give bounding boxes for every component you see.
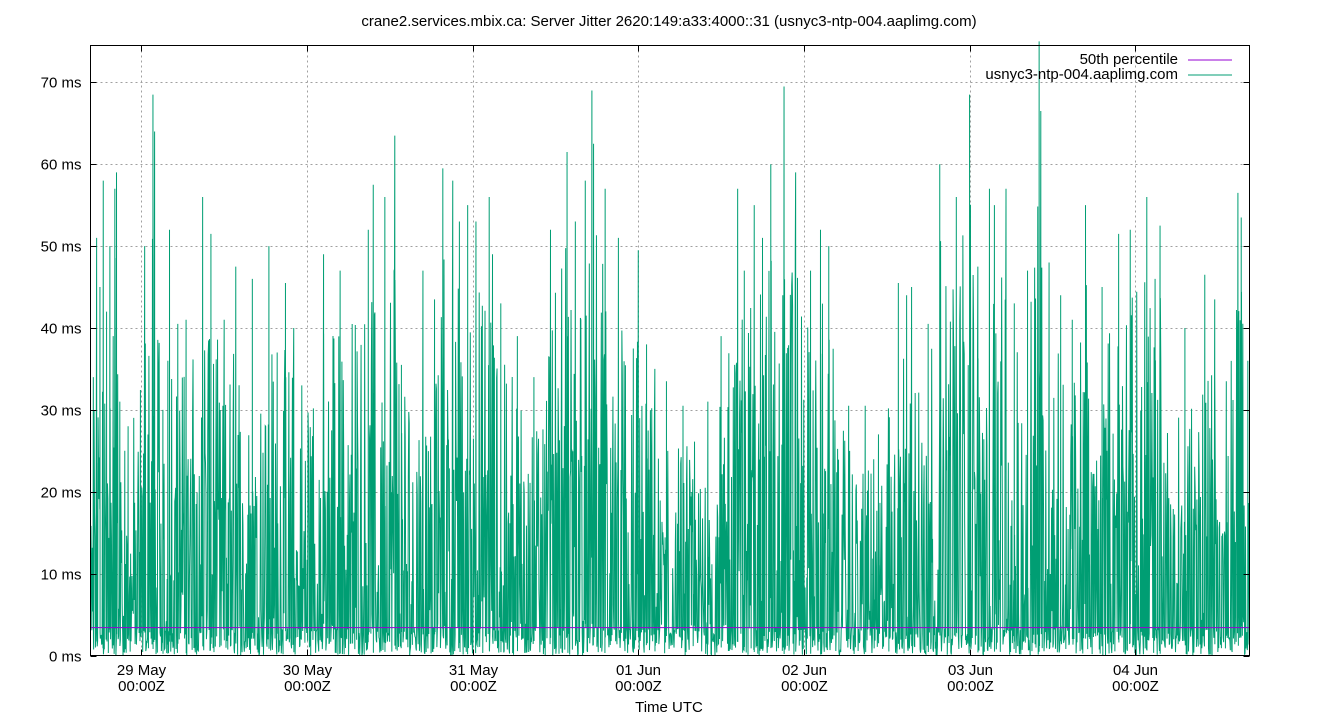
x-tick-label-time: 00:00Z (1112, 678, 1159, 695)
y-tick-label: 50 ms (41, 239, 82, 256)
x-tick-label-time: 00:00Z (118, 678, 165, 695)
x-tick-label-date: 03 Jun (948, 662, 993, 679)
x-axis-label: Time UTC (635, 699, 703, 716)
y-tick-label: 70 ms (41, 75, 82, 92)
x-tick-label-time: 00:00Z (450, 678, 497, 695)
x-tick-label-date: 01 Jun (616, 662, 661, 679)
y-tick-label: 20 ms (41, 485, 82, 502)
legend: 50th percentile usnyc3-ntp-004.aaplimg.c… (985, 51, 1232, 83)
x-tick-label-time: 00:00Z (947, 678, 994, 695)
legend-label-usnyc3: usnyc3-ntp-004.aaplimg.com (985, 66, 1178, 83)
x-tick-label-date: 02 Jun (782, 662, 827, 679)
y-tick-label: 40 ms (41, 321, 82, 338)
chart-title: crane2.services.mbix.ca: Server Jitter 2… (361, 13, 976, 30)
series-usnyc3-line (90, 41, 1250, 656)
x-tick-label-time: 00:00Z (615, 678, 662, 695)
y-tick-label: 60 ms (41, 157, 82, 174)
legend-label-50th-percentile: 50th percentile (1080, 51, 1178, 68)
y-tick-label: 10 ms (41, 567, 82, 584)
x-tick-label-time: 00:00Z (781, 678, 828, 695)
x-tick-label-date: 30 May (283, 662, 333, 679)
x-tick-label-date: 29 May (117, 662, 167, 679)
x-tick-label-time: 00:00Z (284, 678, 331, 695)
axes: 0 ms 10 ms 20 ms 30 ms 40 ms 50 ms 60 ms 70 ms 2… (41, 45, 1250, 695)
y-tick-label: 0 ms (49, 649, 82, 666)
x-tick-label-date: 31 May (449, 662, 499, 679)
plot-area (90, 41, 1250, 656)
x-tick-label-date: 04 Jun (1113, 662, 1158, 679)
plot-border (90, 45, 1250, 656)
y-tick-label: 30 ms (41, 403, 82, 420)
